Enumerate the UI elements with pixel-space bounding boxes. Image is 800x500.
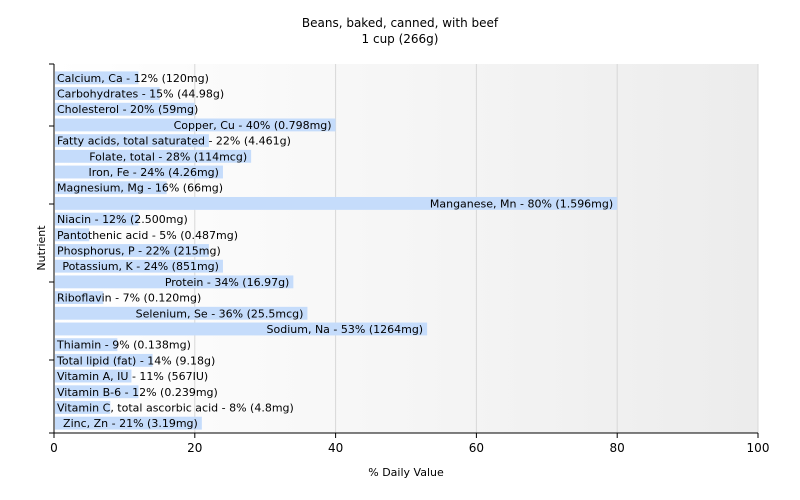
bar (55, 149, 252, 163)
bar (55, 416, 202, 430)
x-tick-label: 40 (328, 441, 343, 455)
bar-label: Fatty acids, total saturated - 22% (4.46… (57, 135, 291, 148)
bar-label: Calcium, Ca - 12% (120mg) (57, 72, 209, 85)
x-tick-label: 20 (187, 441, 202, 455)
bar-label: Pantothenic acid - 5% (0.487mg) (57, 229, 238, 242)
bar (55, 228, 90, 242)
bar-label: Sodium, Na - 53% (1264mg) (267, 323, 424, 336)
bar (55, 71, 139, 85)
bar (55, 181, 167, 195)
bar (55, 385, 139, 399)
bar (55, 196, 618, 210)
axes (49, 63, 758, 434)
x-ticks: 0 20 40 60 80 100 (50, 433, 769, 455)
bar-label: Potassium, K - 24% (851mg) (62, 260, 219, 273)
bar-label: Iron, Fe - 24% (4.26mg) (89, 166, 219, 179)
bar-label: Vitamin C, total ascorbic acid - 8% (4.8… (57, 401, 294, 414)
bar-label: Vitamin A, IU - 11% (567IU) (57, 370, 208, 383)
bar (55, 401, 111, 414)
bar-label: Folate, total - 28% (114mcg) (89, 150, 247, 163)
bar (55, 244, 209, 257)
bar (55, 259, 223, 273)
bar-label: Protein - 34% (16.97g) (165, 276, 290, 289)
x-tick-label: 60 (469, 441, 484, 455)
bar (55, 291, 104, 305)
bar-label: Magnesium, Mg - 16% (66mg) (57, 182, 223, 195)
bar (55, 212, 139, 226)
bar (55, 353, 153, 367)
bar (55, 118, 336, 132)
chart-title: Beans, baked, canned, with beef (301, 16, 499, 30)
bar (55, 102, 195, 116)
x-tick-label: 0 (50, 441, 58, 455)
bar-label: Zinc, Zn - 21% (3.19mg) (63, 417, 198, 430)
x-tick-label: 80 (610, 441, 625, 455)
chart-subtitle: 1 cup (266g) (361, 32, 439, 46)
bar-label: Vitamin B-6 - 12% (0.239mg) (57, 386, 218, 399)
bar (55, 369, 132, 383)
bar-label: Phosphorus, P - 22% (215mg) (57, 245, 221, 258)
bar-label: Riboflavin - 7% (0.120mg) (57, 292, 201, 305)
bar-label: Thiamin - 9% (0.138mg) (56, 339, 191, 352)
bar (55, 306, 308, 320)
bar (55, 338, 118, 352)
bar (55, 275, 294, 289)
bar (55, 134, 209, 148)
bar (55, 165, 223, 179)
y-axis-title: Nutrient (35, 225, 48, 271)
bar (55, 87, 160, 100)
bar-label: Cholesterol - 20% (59mg) (57, 103, 198, 116)
bar-label: Manganese, Mn - 80% (1.596mg) (430, 197, 613, 210)
chart-title-block: Beans, baked, canned, with beef 1 cup (2… (0, 15, 800, 47)
x-axis-title: % Daily Value (368, 466, 444, 479)
bar-label: Carbohydrates - 15% (44.98g) (57, 88, 224, 101)
bars: Calcium, Ca - 12% (120mg) Carbohydrates -… (55, 71, 618, 430)
bar (55, 322, 428, 336)
x-tick-label: 100 (747, 441, 770, 455)
bar-label: Total lipid (fat) - 14% (9.18g) (56, 354, 215, 367)
bar-label: Niacin - 12% (2.500mg) (57, 213, 188, 226)
bar-label: Selenium, Se - 36% (25.5mcg) (136, 307, 304, 320)
bar-label: Copper, Cu - 40% (0.798mg) (174, 119, 332, 132)
